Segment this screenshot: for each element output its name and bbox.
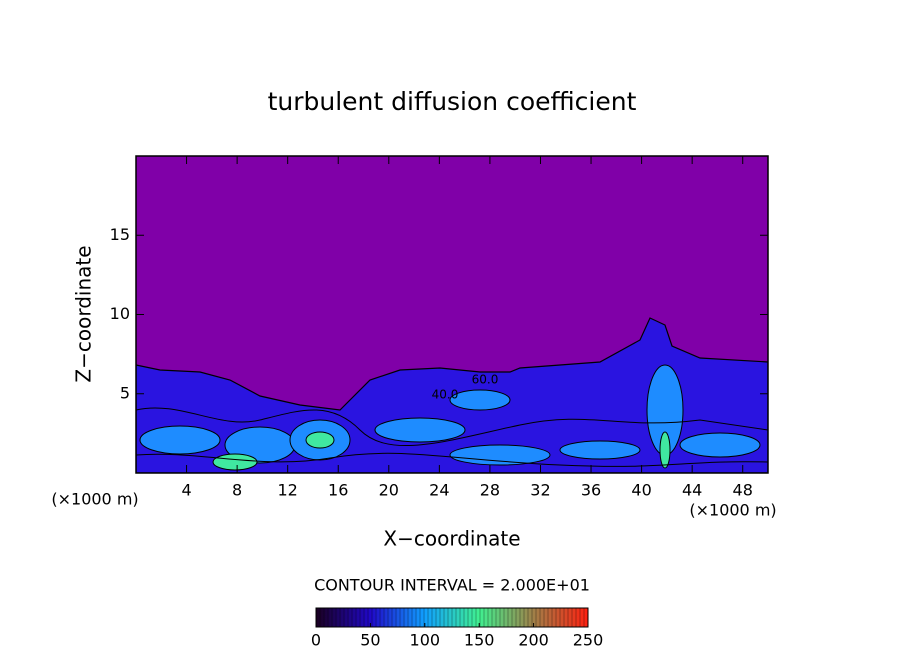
colorbar-tick-label: 150: [464, 631, 495, 650]
colorbar-tick-label: 100: [410, 631, 441, 650]
x-tick-label: 32: [530, 481, 550, 500]
contour-field: [136, 156, 768, 473]
x-tick-label: 12: [278, 481, 298, 500]
y-unit: (×1000 m): [51, 490, 138, 509]
x-tick-label: 44: [682, 481, 702, 500]
x-tick-label: 4: [181, 481, 191, 500]
contour-line: [136, 407, 768, 467]
x-axis-label: X−coordinate: [383, 527, 520, 551]
y-tick-label: 10: [110, 304, 130, 323]
chart-title: turbulent diffusion coefficient: [268, 87, 637, 116]
field-patches: [139, 364, 761, 466]
x-tick-label: 8: [232, 481, 242, 500]
colorbar-tick-label: 50: [360, 631, 380, 650]
x-tick-label: 28: [480, 481, 500, 500]
x-tick-label: 24: [429, 481, 449, 500]
x-tick-label: 40: [631, 481, 651, 500]
colorbar-tick-label: 0: [311, 631, 321, 650]
y-axis-label: Z−coordinate: [72, 245, 96, 382]
x-tick-label: 36: [581, 481, 601, 500]
x-tick-label: 48: [733, 481, 753, 500]
x-tick-label: 20: [379, 481, 399, 500]
y-tick-label: 15: [110, 225, 130, 244]
contour-label: 60.0: [472, 373, 499, 387]
y-tick-label: 5: [120, 383, 130, 402]
x-unit: (×1000 m): [689, 501, 776, 520]
colorbar-tick-label: 200: [518, 631, 549, 650]
colorbar-tick-label: 250: [573, 631, 604, 650]
x-tick-label: 16: [328, 481, 348, 500]
contour-label: 40.0: [432, 388, 459, 402]
contour-interval: CONTOUR INTERVAL = 2.000E+01: [314, 576, 590, 595]
